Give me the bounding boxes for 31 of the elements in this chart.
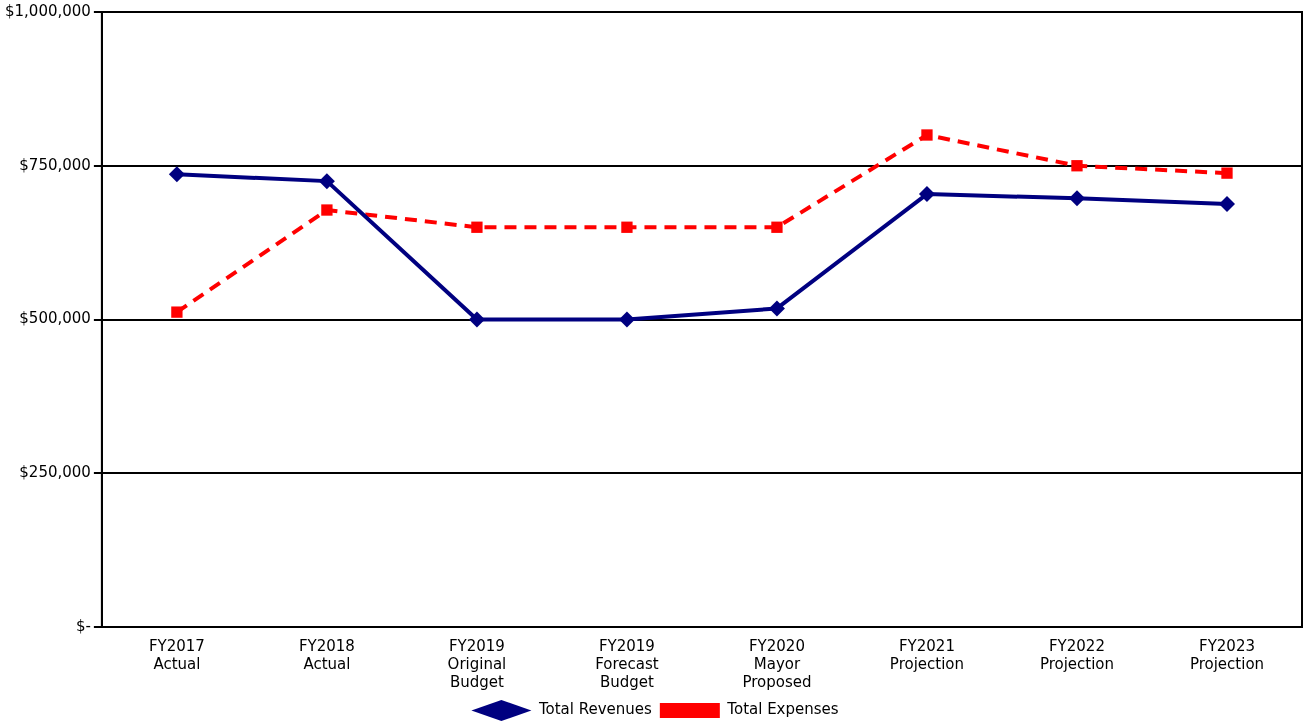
point bbox=[921, 129, 933, 141]
x-tick-label: FY2022 Projection bbox=[1039, 636, 1115, 673]
point bbox=[768, 300, 785, 317]
point bbox=[471, 221, 483, 233]
point bbox=[621, 221, 633, 233]
point bbox=[1071, 160, 1083, 172]
y-tick-label: $750,000 bbox=[19, 155, 91, 174]
x-tick-label: FY2020 Mayor Proposed bbox=[742, 636, 812, 691]
point bbox=[1221, 167, 1233, 179]
x-tick-label: FY2019 Forecast Budget bbox=[595, 636, 659, 691]
y-tick-label: $- bbox=[75, 616, 91, 635]
legend-label: Total Revenues bbox=[537, 700, 653, 719]
x-tick-label: FY2019 Original Budget bbox=[447, 636, 507, 691]
point bbox=[771, 221, 783, 233]
point bbox=[618, 311, 635, 328]
x-tick-label: FY2021 Projection bbox=[889, 636, 965, 673]
y-tick-label: $500,000 bbox=[19, 309, 91, 328]
y-tick-label: $250,000 bbox=[19, 463, 91, 482]
x-tick-label: FY2017 Actual bbox=[148, 636, 205, 673]
x-tick-label: FY2023 Projection bbox=[1189, 636, 1265, 673]
legend-label: Total Expenses bbox=[726, 700, 839, 719]
x-tick-label: FY2018 Actual bbox=[298, 636, 355, 673]
point bbox=[168, 166, 185, 183]
point bbox=[468, 311, 485, 328]
point bbox=[318, 173, 335, 190]
point bbox=[321, 204, 333, 216]
point bbox=[171, 306, 183, 318]
y-tick-label: $1,000,000 bbox=[4, 1, 91, 20]
point bbox=[1068, 190, 1085, 207]
point bbox=[918, 186, 935, 203]
point bbox=[1218, 195, 1235, 212]
